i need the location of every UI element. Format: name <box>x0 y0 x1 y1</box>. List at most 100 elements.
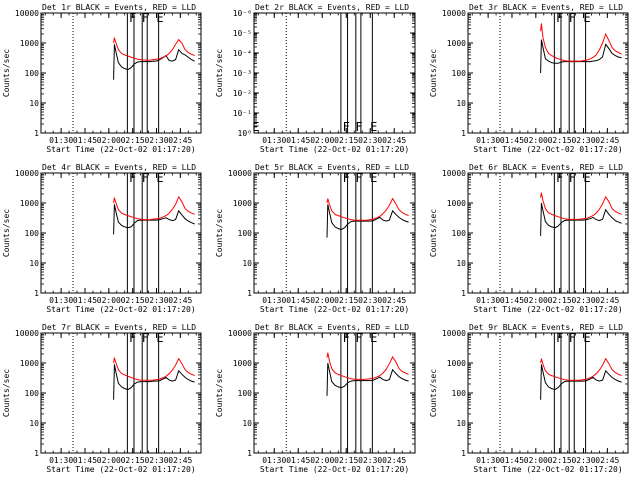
x-axis-label: Start Time (22-Oct-02 01:17:20) <box>46 145 195 154</box>
annotation-letter: E <box>370 331 377 345</box>
x-tick-label: 01:30 <box>49 456 73 465</box>
events-series-line <box>540 202 622 236</box>
x-tick-label: 01:30 <box>476 456 500 465</box>
x-axis-label: Start Time (22-Oct-02 01:17:20) <box>260 465 409 474</box>
y-tick-label: 10 <box>242 259 252 268</box>
y-axis: 1 10 100 1000 10000 <box>15 329 201 458</box>
x-tick-label: 02:30 <box>144 296 168 305</box>
y-tick-label: 1 <box>34 289 39 298</box>
y-axis-label: Counts/sec <box>429 369 438 417</box>
axes-frame <box>467 172 629 294</box>
annotation-letter: F <box>129 331 136 345</box>
annotation-letter: F <box>556 171 563 185</box>
x-tick-label: 01:45 <box>500 456 524 465</box>
chart-panel-4: Det 4r BLACK = Events, RED = LLD 1 10 100 10… <box>2 163 202 314</box>
chart-title: Det 6r BLACK = Events, RED = LLD <box>469 163 623 172</box>
x-tick-label: 02:45 <box>382 456 406 465</box>
axes-frame <box>40 332 202 454</box>
y-axis: 1 10 100 1000 10000 <box>15 9 201 138</box>
y-tick-label: 1000 <box>20 359 39 368</box>
chart-panel-5: Det 5r BLACK = Events, RED = LLD 1 10 100 10… <box>215 163 416 314</box>
x-tick-label: 02:45 <box>382 296 406 305</box>
x-tick-label: 01:30 <box>262 296 286 305</box>
x-tick-label: 01:45 <box>500 296 524 305</box>
events-series-line <box>326 362 409 396</box>
annotation-letter: F <box>569 11 576 25</box>
x-tick-label: 02:15 <box>121 136 145 145</box>
events-series-line <box>540 364 622 400</box>
y-tick-label: 10000 <box>228 329 252 338</box>
y-tick-label: 10⁰ <box>238 129 252 138</box>
chart-panel-7: Det 7r BLACK = Events, RED = LLD 1 10 100 10… <box>2 323 202 474</box>
y-axis: 1 10 100 1000 10000 <box>228 329 415 458</box>
y-tick-label: 100 <box>452 229 467 238</box>
y-tick-label: 10⁻⁴ <box>233 49 252 58</box>
chart-title: Det 4r BLACK = Events, RED = LLD <box>42 163 196 172</box>
y-tick-label: 1 <box>34 449 39 458</box>
axes-frame <box>253 12 416 134</box>
annotation-letter: E <box>583 11 590 25</box>
x-tick-label: 02:00 <box>524 296 548 305</box>
chart-panel-6: Det 6r BLACK = Events, RED = LLD 1 10 100 10… <box>429 163 629 314</box>
y-tick-label: 10000 <box>442 169 466 178</box>
axes-frame <box>253 172 416 294</box>
y-tick-label: 10 <box>29 259 39 268</box>
chart-title: Det 7r BLACK = Events, RED = LLD <box>42 323 196 332</box>
x-tick-label: 02:30 <box>571 296 595 305</box>
x-axis: 01:30 01:45 02:00 02:15 02:30 02:45 <box>44 173 197 305</box>
x-tick-label: 02:00 <box>524 456 548 465</box>
x-tick-label: 02:15 <box>121 296 145 305</box>
annotation-letter: F <box>355 331 362 345</box>
y-tick-label: 10000 <box>442 9 466 18</box>
axes-frame <box>40 12 202 134</box>
x-tick-label: 02:15 <box>334 296 358 305</box>
x-axis: 01:30 01:45 02:00 02:15 02:30 02:45 <box>44 13 197 145</box>
annotation-letter: E <box>156 11 163 25</box>
chart-title: Det 8r BLACK = Events, RED = LLD <box>255 323 409 332</box>
x-tick-label: 02:45 <box>168 456 192 465</box>
x-tick-label: 02:45 <box>382 136 406 145</box>
axes-frame <box>40 172 202 294</box>
y-axis: 10⁰ 10⁻¹ 10⁻² 10⁻³ 10⁻⁴ 10⁻⁵ 10⁻⁶ <box>233 9 415 138</box>
x-tick-label: 02:45 <box>595 456 619 465</box>
x-axis-label: Start Time (22-Oct-02 01:17:20) <box>473 465 622 474</box>
y-tick-label: 1 <box>461 129 466 138</box>
y-tick-label: 10⁻⁶ <box>233 9 252 18</box>
x-axis-label: Start Time (22-Oct-02 01:17:20) <box>473 145 622 154</box>
x-axis-label: Start Time (22-Oct-02 01:17:20) <box>46 305 195 314</box>
y-tick-label: 10000 <box>15 9 39 18</box>
x-tick-label: 02:30 <box>358 136 382 145</box>
x-tick-label: 01:45 <box>73 296 97 305</box>
x-tick-label: 01:45 <box>73 136 97 145</box>
annotation-letter: E <box>252 120 259 134</box>
x-tick-label: 02:00 <box>310 296 334 305</box>
annotation-letter: F <box>355 171 362 185</box>
x-tick-label: 02:00 <box>310 456 334 465</box>
y-tick-label: 10 <box>29 419 39 428</box>
y-tick-label: 1 <box>247 289 252 298</box>
y-tick-label: 1 <box>34 129 39 138</box>
annotation-letter: F <box>355 120 362 134</box>
x-axis: 01:30 01:45 02:00 02:15 02:30 02:45 <box>471 333 624 465</box>
x-axis-label: Start Time (22-Oct-02 01:17:20) <box>260 305 409 314</box>
x-tick-label: 02:45 <box>168 296 192 305</box>
chart-panel-2: Det 2r BLACK = Events, RED = LLD10⁰10⁻¹1… <box>215 3 416 154</box>
y-axis-label: Counts/sec <box>429 209 438 257</box>
y-axis-label: Counts/sec <box>215 209 224 257</box>
axes-frame <box>467 332 629 454</box>
y-tick-label: 10 <box>242 419 252 428</box>
y-axis-label: Counts/sec <box>2 369 11 417</box>
y-tick-label: 10000 <box>15 329 39 338</box>
x-tick-label: 01:30 <box>476 136 500 145</box>
y-axis-label: Counts/sec <box>215 49 224 97</box>
y-axis-label: Counts/sec <box>2 49 11 97</box>
annotation-letter: F <box>142 331 149 345</box>
y-axis-label: Counts/sec <box>215 369 224 417</box>
annotation-letter: E <box>583 331 590 345</box>
x-axis-label: Start Time (22-Oct-02 01:17:20) <box>473 305 622 314</box>
annotation-letter: F <box>343 120 350 134</box>
x-axis: 01:30 01:45 02:00 02:15 02:30 02:45 <box>471 13 624 145</box>
lld-series-line <box>540 192 622 220</box>
x-tick-label: 01:45 <box>73 456 97 465</box>
x-tick-label: 02:45 <box>168 136 192 145</box>
